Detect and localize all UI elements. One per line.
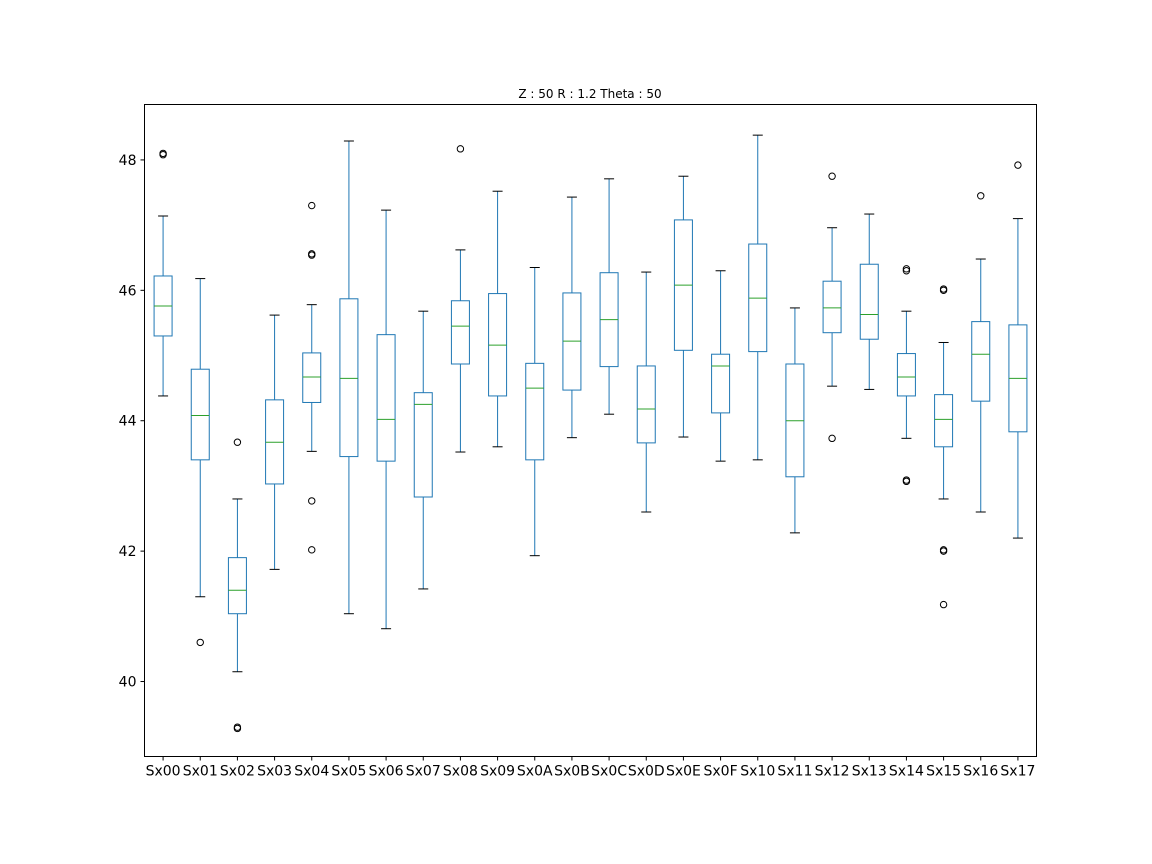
x-tick-label: Sx12 (815, 764, 850, 780)
x-tick-label: Sx13 (852, 764, 887, 780)
outlier-point (233, 723, 242, 731)
outlier-point (977, 192, 985, 200)
box (822, 280, 842, 334)
outlier-point (233, 438, 242, 446)
box-group-sx03 (265, 314, 285, 570)
outlier-point (308, 251, 316, 259)
box (413, 392, 433, 498)
box (302, 352, 322, 403)
y-tick-label: 42 (119, 544, 137, 560)
box-group-sx11 (785, 307, 805, 534)
x-tick-label: Sx08 (443, 764, 478, 780)
outlier-point (828, 172, 836, 180)
x-tick-label: Sx05 (331, 764, 366, 780)
box (227, 557, 247, 615)
box (934, 394, 954, 448)
plot-area (153, 134, 1028, 733)
axes-frame (144, 104, 1037, 757)
x-tick-label: Sx15 (926, 764, 961, 780)
x-tick-label: Sx00 (146, 764, 181, 780)
x-tick-label: Sx0F (704, 764, 738, 780)
box-group-sx0f (711, 270, 731, 462)
outlier-point (939, 546, 948, 554)
box (896, 353, 916, 397)
x-tick-label: Sx09 (480, 764, 515, 780)
outlier-point (308, 546, 316, 554)
y-tick-label: 40 (119, 675, 137, 691)
y-tick-label: 44 (119, 414, 137, 430)
box (711, 353, 731, 414)
x-tick-label: Sx0E (666, 764, 701, 780)
box (376, 334, 396, 462)
box-group-sx04 (302, 201, 322, 554)
outlier-point (1014, 161, 1022, 169)
outlier-point (456, 145, 465, 153)
outlier-point (902, 477, 911, 486)
box (339, 298, 359, 458)
box-group-sx05 (339, 140, 359, 615)
box-group-sx0c (599, 178, 619, 415)
x-tick-label: Sx0B (554, 764, 590, 780)
box-group-sx09 (488, 190, 508, 448)
x-tick-label: Sx03 (257, 764, 292, 780)
outlier-point (902, 265, 911, 273)
x-tick-label: Sx01 (183, 764, 218, 780)
box-group-sx08 (450, 145, 470, 453)
box-group-sx0b (562, 196, 582, 439)
box-group-sx0e (673, 175, 693, 438)
x-tick-label: Sx14 (889, 764, 924, 780)
outlier-point (308, 201, 316, 210)
x-tick-label: Sx17 (1000, 764, 1035, 780)
box-group-sx16 (971, 192, 991, 513)
outlier-point (308, 497, 316, 505)
box-group-sx07 (413, 310, 433, 590)
box-group-sx00 (153, 149, 173, 397)
box (859, 263, 879, 340)
outlier-point (828, 434, 836, 443)
x-tick-label: Sx10 (740, 764, 775, 780)
box-group-sx01 (190, 278, 210, 647)
box-group-sx17 (1008, 161, 1028, 539)
y-tick-label: 48 (119, 153, 137, 169)
x-tick-label: Sx0C (591, 764, 627, 780)
x-tick-label: Sx0D (628, 764, 665, 780)
chart-title: Z : 50 R : 1.2 Theta : 50 (518, 87, 661, 101)
box (525, 362, 545, 461)
box (636, 365, 656, 444)
box (190, 368, 210, 461)
x-tick-label: Sx04 (294, 764, 329, 780)
box-group-sx10 (748, 134, 768, 461)
x-tick-label: Sx07 (406, 764, 441, 780)
outlier-point (196, 638, 204, 647)
box-group-sx0a (525, 267, 545, 557)
box-group-sx14 (896, 265, 916, 486)
y-axis: 40 42 44 46 48 (119, 153, 145, 691)
outlier-point (159, 149, 167, 158)
box-group-sx0d (636, 271, 656, 513)
x-tick-label: Sx11 (777, 764, 812, 780)
box-group-sx13 (859, 213, 879, 390)
box-group-sx02 (227, 438, 247, 733)
y-tick-label: 46 (119, 283, 137, 299)
x-tick-label: Sx0A (517, 764, 553, 780)
box (971, 321, 991, 402)
outlier-point (902, 267, 911, 275)
outlier-point (939, 600, 948, 609)
x-tick-label: Sx06 (369, 764, 404, 780)
x-tick-label: Sx02 (220, 764, 255, 780)
outlier-point (939, 285, 948, 293)
box-group-sx15 (934, 285, 954, 609)
x-axis: Sx00 Sx01 Sx02 Sx03 Sx04 Sx05 Sx06 Sx07 Sx08 Sx09… (146, 756, 1035, 780)
box-group-sx06 (376, 209, 396, 630)
box-group-sx12 (822, 172, 842, 443)
x-tick-label: Sx16 (963, 764, 998, 780)
box (450, 300, 470, 365)
